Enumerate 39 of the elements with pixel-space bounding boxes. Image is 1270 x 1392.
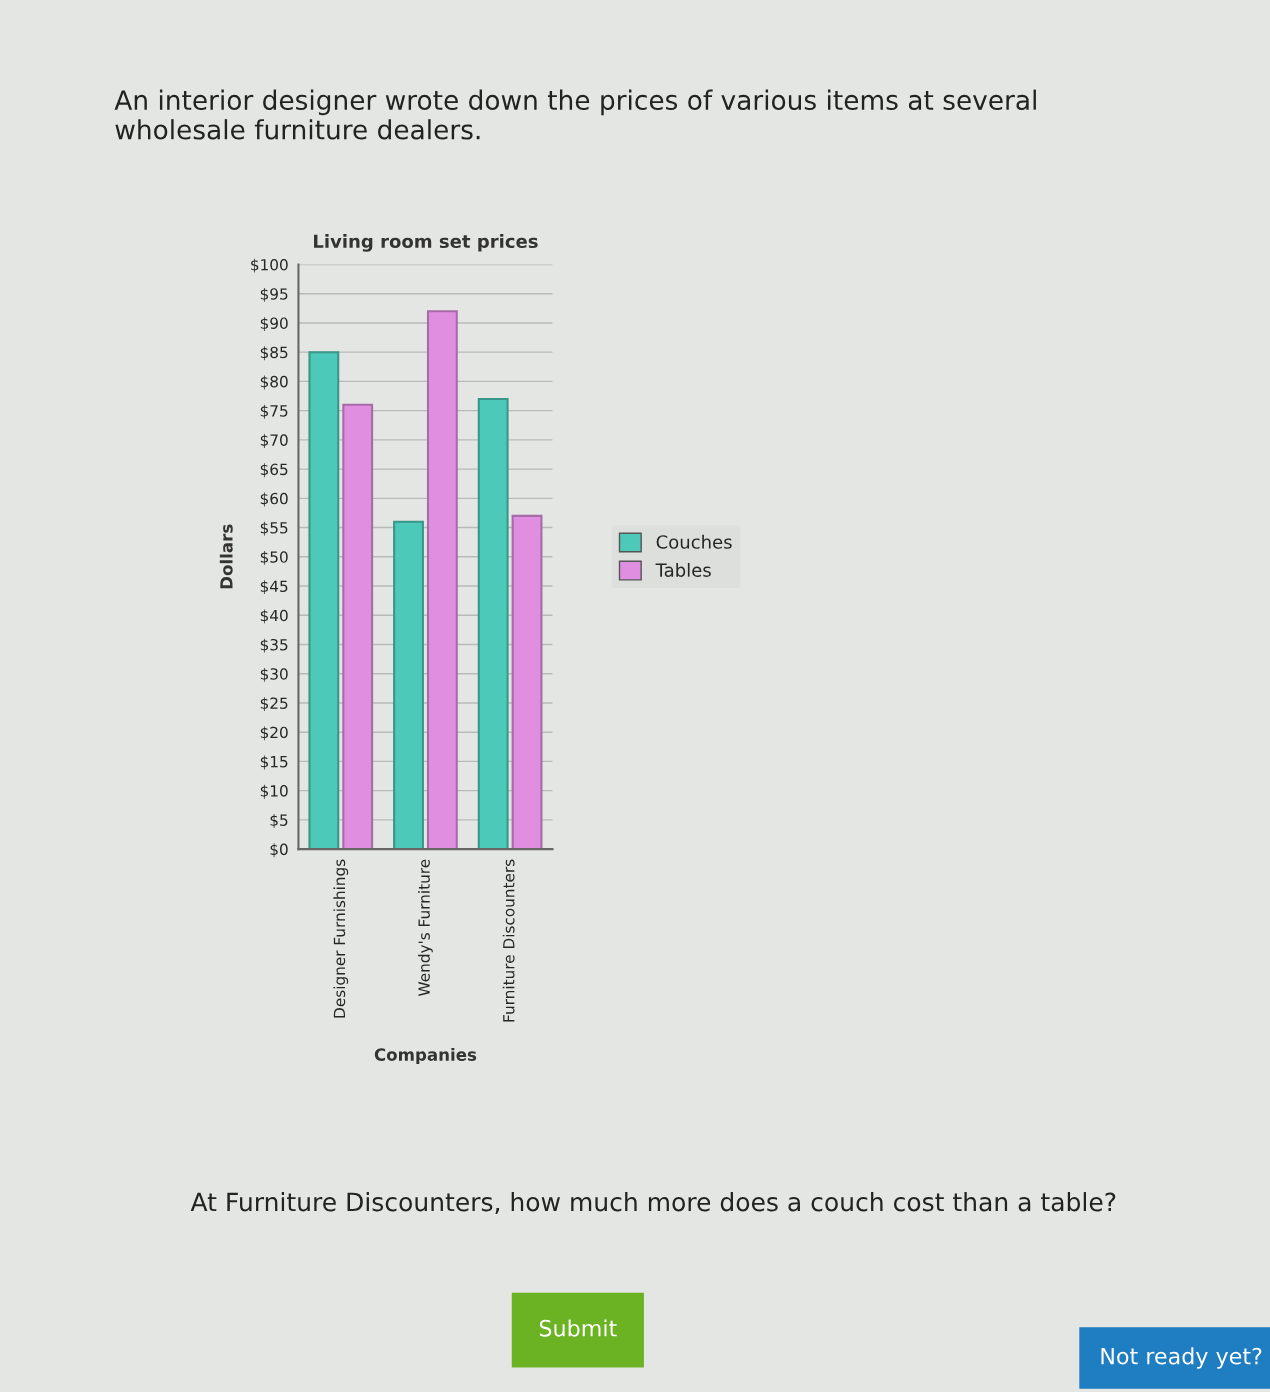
chart-title: Living room set prices — [314, 234, 538, 252]
y-tick-label: $25 — [260, 697, 288, 712]
y-tick-label: $70 — [260, 434, 288, 448]
legend-label: Tables — [655, 562, 711, 577]
y-tick-label: $10 — [260, 784, 288, 799]
bar — [426, 310, 458, 850]
text: Not ready yet? — [1101, 1347, 1262, 1369]
bar — [342, 403, 374, 850]
y-tick-label: $95 — [260, 287, 288, 302]
y-tick-label: $40 — [260, 609, 288, 624]
y-tick-label: $35 — [260, 638, 288, 653]
x-tick-label: Furniture Discounters — [502, 859, 515, 1022]
y-tick-label: $0 — [270, 843, 288, 858]
y-tick-label: $65 — [260, 463, 288, 478]
y-tick-label: $20 — [260, 726, 288, 741]
y-tick-label: $5 — [270, 814, 288, 828]
y-tick-label: $80 — [260, 375, 288, 390]
y-tick-label: $90 — [260, 317, 288, 331]
y-tick-label: $60 — [260, 492, 288, 507]
y-axis-title: Dollars — [219, 524, 233, 589]
x-tick-label: Designer Furnishings — [333, 859, 349, 1018]
bar — [477, 397, 509, 850]
bar — [511, 514, 543, 850]
text: At Furniture Discounters, how much more does a couch cost than a table? — [190, 1192, 1116, 1214]
y-tick-label: $55 — [260, 521, 288, 536]
bar — [308, 351, 340, 850]
y-tick-label: $100 — [251, 258, 288, 273]
y-tick-label: $30 — [260, 667, 288, 682]
text: Submit — [539, 1319, 617, 1337]
y-tick-label: $50 — [260, 551, 288, 565]
y-tick-label: $85 — [260, 346, 288, 361]
x-axis-title: Companies — [374, 1047, 477, 1065]
y-tick-label: $45 — [260, 580, 288, 595]
y-tick-label: $75 — [260, 404, 288, 419]
y-tick-label: $15 — [260, 755, 288, 770]
legend-label: Couches — [656, 534, 732, 549]
text: An interior designer wrote down the prices of various items at several wholesale furniture dealers. — [114, 89, 1036, 140]
x-tick-label: Wendy's Furniture — [418, 859, 433, 996]
bar — [393, 520, 424, 850]
